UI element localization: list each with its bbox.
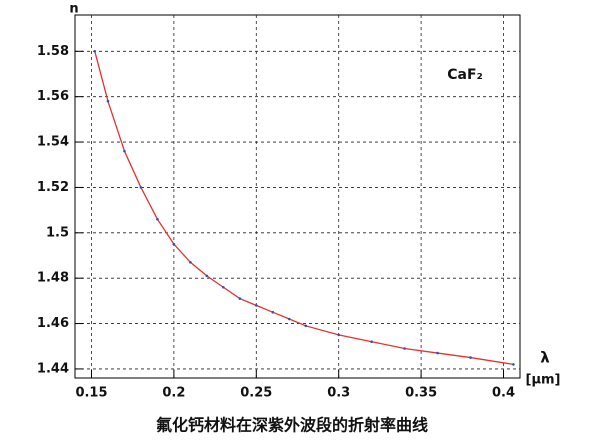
x-tick-label: 0.15 bbox=[75, 386, 107, 401]
point bbox=[106, 99, 110, 103]
point bbox=[238, 297, 242, 300]
y-tick-label: 1.54 bbox=[37, 135, 69, 150]
point bbox=[271, 310, 275, 314]
x-tick-label: 0.4 bbox=[492, 386, 515, 401]
y-tick-label: 1.58 bbox=[37, 44, 69, 59]
point bbox=[512, 363, 515, 366]
x-tick-label: 0.25 bbox=[240, 386, 272, 401]
annotation: CaF₂ bbox=[447, 67, 482, 83]
y-tick-label: 1.48 bbox=[37, 271, 69, 286]
y-tick-label: 1.56 bbox=[37, 89, 69, 104]
point bbox=[337, 333, 341, 337]
point bbox=[304, 324, 308, 328]
y-tick-label: 1.5 bbox=[46, 225, 69, 240]
x-tick-label: 0.2 bbox=[162, 386, 185, 401]
point bbox=[205, 274, 209, 278]
point bbox=[123, 149, 126, 153]
y-axis-label: n bbox=[69, 2, 78, 17]
point bbox=[222, 285, 225, 289]
y-tick-label: 1.44 bbox=[37, 361, 69, 376]
y-tick-label: 1.52 bbox=[37, 180, 69, 195]
x-axis-label: λ bbox=[540, 349, 550, 367]
point bbox=[403, 347, 406, 350]
point bbox=[436, 351, 439, 355]
point bbox=[370, 340, 373, 344]
point bbox=[156, 217, 159, 221]
point bbox=[139, 186, 143, 189]
x-axis-unit: [μm] bbox=[526, 373, 561, 388]
point bbox=[254, 304, 258, 307]
point bbox=[93, 50, 97, 53]
caption: 氟化钙材料在深紫外波段的折射率曲线 bbox=[156, 416, 428, 435]
point bbox=[287, 317, 291, 321]
y-tick-label: 1.46 bbox=[37, 316, 69, 331]
point bbox=[172, 242, 176, 246]
line bbox=[94, 51, 514, 366]
x-tick-label: 0.3 bbox=[327, 386, 350, 401]
point bbox=[189, 260, 192, 264]
x-tick-label: 0.35 bbox=[405, 386, 437, 401]
point bbox=[469, 356, 472, 359]
plot-frame bbox=[74, 14, 521, 379]
